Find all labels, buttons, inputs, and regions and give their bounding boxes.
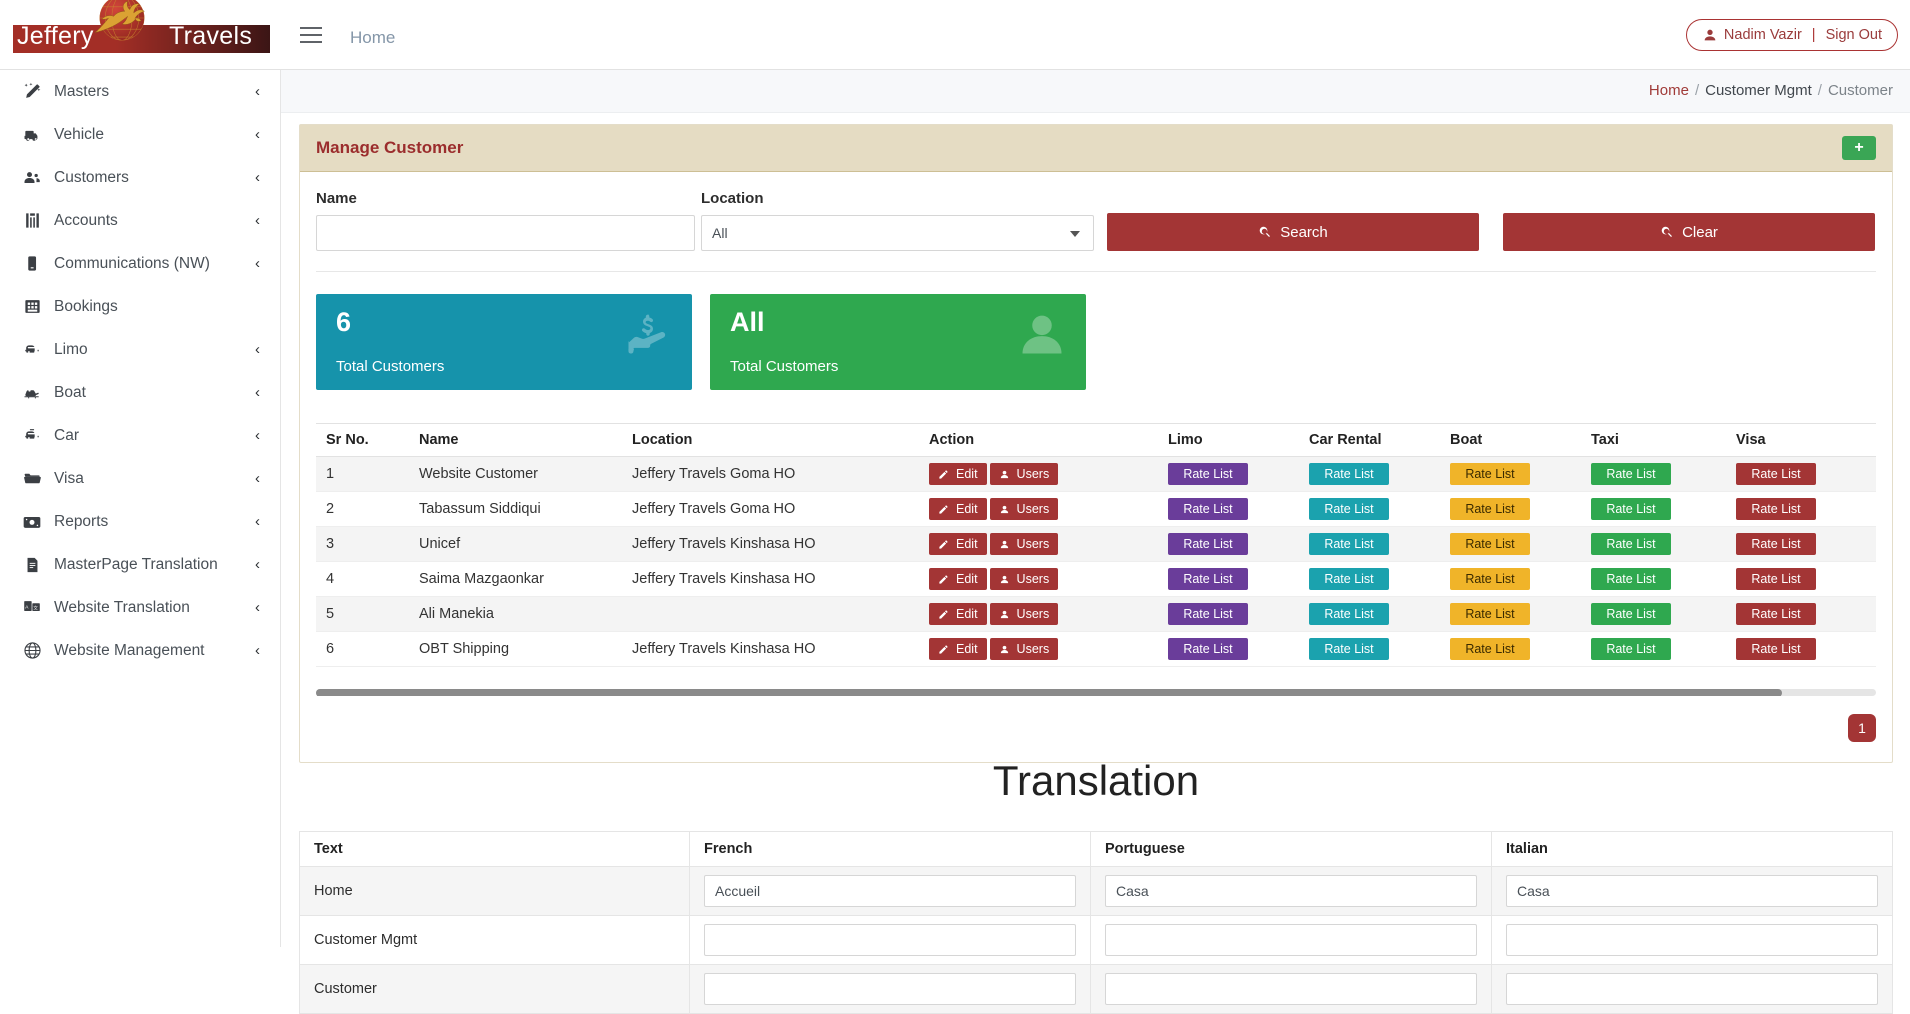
svg-text:文: 文 [33, 604, 38, 611]
